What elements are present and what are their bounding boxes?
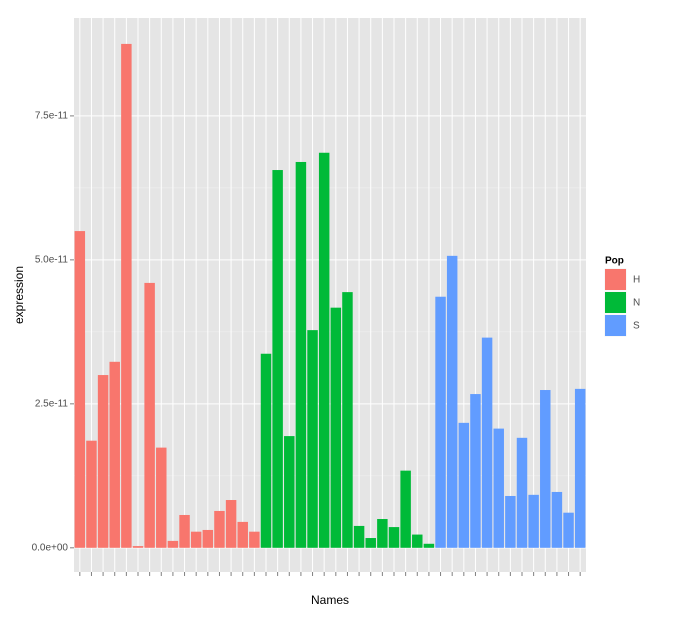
x-axis-title: Names <box>311 593 349 607</box>
bar <box>214 510 225 548</box>
y-axis-title: expression <box>12 266 26 324</box>
bar <box>237 521 248 548</box>
bar <box>109 361 120 548</box>
bar <box>400 470 411 548</box>
bar <box>423 543 435 548</box>
bar <box>144 282 155 548</box>
bar <box>563 512 574 548</box>
bar <box>295 161 307 548</box>
bar <box>493 428 504 548</box>
bar <box>249 531 260 548</box>
bar <box>132 546 144 548</box>
legend-label: N <box>633 298 640 309</box>
legend-key <box>605 315 626 336</box>
legend-key <box>605 269 626 290</box>
bar <box>167 540 179 548</box>
y-tick-label: 5.0e-11 <box>35 255 69 266</box>
bar <box>481 337 493 548</box>
bar <box>97 375 109 548</box>
bar <box>121 43 132 548</box>
bar <box>540 390 551 548</box>
bar <box>86 440 97 548</box>
bar <box>551 491 563 548</box>
bar <box>377 519 388 548</box>
legend-key <box>605 292 626 313</box>
bar <box>272 170 283 548</box>
bar <box>225 500 237 548</box>
legend-label: S <box>633 321 640 332</box>
bar <box>179 514 190 548</box>
bar <box>330 307 342 548</box>
bar <box>574 388 586 548</box>
bar <box>412 534 423 548</box>
legend-title: Pop <box>605 256 624 267</box>
bar <box>365 538 376 548</box>
bar <box>470 394 481 548</box>
bar <box>318 152 330 548</box>
bar <box>505 495 516 548</box>
bar <box>202 529 214 548</box>
bar <box>342 292 353 548</box>
y-tick-label: 7.5e-11 <box>35 111 69 122</box>
bar <box>190 531 202 548</box>
bar <box>353 525 365 548</box>
bar <box>388 527 400 548</box>
bar <box>446 255 458 548</box>
bar <box>307 330 318 548</box>
y-tick-label: 2.5e-11 <box>35 398 69 409</box>
bar <box>435 296 446 548</box>
bar <box>260 353 272 548</box>
bar <box>74 231 86 548</box>
legend-label: H <box>633 275 640 286</box>
bar <box>516 437 528 548</box>
bar <box>528 494 539 548</box>
bar <box>284 436 295 548</box>
bar <box>458 422 470 548</box>
bar <box>156 447 167 548</box>
y-tick-label: 0.0e+00 <box>32 542 69 553</box>
